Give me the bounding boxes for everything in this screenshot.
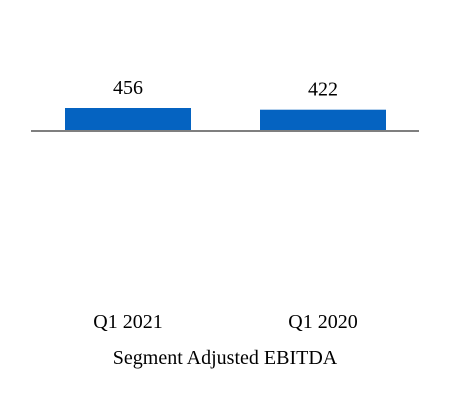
- data-label-q1-2020: 422: [308, 79, 338, 101]
- x-axis-title: Segment Adjusted EBITDA: [113, 347, 338, 369]
- x-tick-labels-group: Q1 2021 Q1 2020: [93, 311, 357, 333]
- value-labels-group: 456 422: [113, 77, 338, 101]
- bar-q1-2020: [260, 109, 386, 131]
- data-label-q1-2021: 456: [113, 77, 143, 99]
- bars-group: [65, 108, 386, 131]
- x-tick-label-q1-2021: Q1 2021: [93, 311, 162, 333]
- bar-q1-2021: [65, 108, 191, 131]
- x-tick-label-q1-2020: Q1 2020: [288, 311, 357, 333]
